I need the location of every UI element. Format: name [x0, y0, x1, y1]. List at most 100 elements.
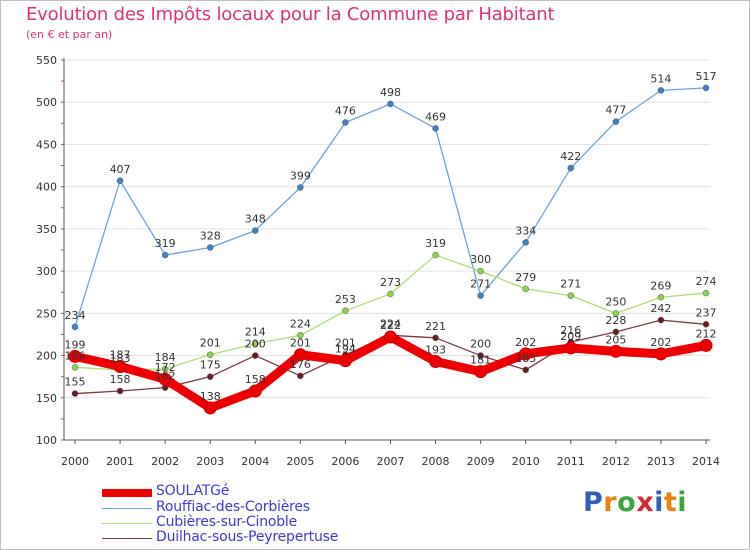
chart-subtitle: (en € et par an): [26, 28, 113, 41]
y-tick-label: 550: [36, 54, 57, 67]
data-label: 193: [425, 343, 446, 356]
data-label: 199: [65, 338, 86, 351]
data-point: [297, 372, 304, 380]
legend-label: Cubières-sur-Cinoble: [156, 514, 298, 530]
data-label: 279: [515, 271, 536, 284]
data-point: [71, 323, 79, 331]
data-point: [567, 164, 575, 172]
x-tick-label: 2006: [331, 455, 359, 468]
data-label: 209: [560, 330, 581, 343]
data-point: [657, 294, 665, 301]
x-tick-label: 2013: [647, 455, 675, 468]
data-label: 234: [65, 309, 86, 322]
data-point: [612, 118, 620, 125]
data-label: 514: [650, 72, 671, 85]
x-tick-label: 2010: [512, 455, 540, 468]
data-point: [342, 119, 349, 126]
data-point: [338, 354, 352, 368]
data-point: [387, 100, 394, 108]
data-point: [654, 347, 668, 361]
data-point: [567, 292, 575, 299]
data-point: [432, 125, 439, 132]
data-label: 407: [110, 163, 131, 176]
x-tick-label: 2012: [602, 455, 630, 468]
data-label: 205: [605, 333, 626, 346]
data-point: [116, 387, 124, 395]
data-point: [252, 352, 259, 359]
data-label: 201: [290, 337, 311, 350]
data-label: 224: [380, 317, 401, 330]
data-point: [387, 290, 394, 298]
data-point: [161, 251, 169, 259]
data-point: [474, 365, 488, 379]
data-point: [657, 87, 665, 94]
logo-letter: x: [636, 487, 655, 518]
legend-swatch-rouffiac: [102, 508, 152, 509]
data-label: 273: [380, 276, 401, 289]
x-tick-label: 2009: [467, 455, 495, 468]
data-label: 274: [696, 275, 717, 288]
data-point: [71, 364, 79, 371]
data-point: [384, 330, 397, 344]
data-label: 183: [515, 352, 536, 365]
data-point: [522, 366, 529, 374]
x-tick-label: 2003: [196, 455, 224, 468]
data-point: [206, 244, 214, 251]
data-point: [161, 365, 169, 373]
data-point: [297, 184, 304, 191]
y-tick-label: 100: [36, 434, 57, 447]
data-label: 269: [650, 279, 671, 292]
data-point: [158, 372, 172, 386]
data-label: 334: [515, 224, 536, 237]
data-point: [116, 177, 124, 185]
data-point: [612, 328, 620, 336]
logo-letter: i: [677, 487, 688, 518]
data-label: 187: [110, 349, 131, 362]
data-point: [609, 344, 623, 358]
data-label: 242: [650, 302, 671, 315]
data-label: 498: [380, 86, 401, 99]
data-point: [342, 307, 349, 315]
data-point: [702, 84, 710, 92]
logo-letter: r: [603, 487, 618, 518]
legend-swatch-cubieres: [102, 523, 152, 524]
data-point: [203, 401, 217, 415]
data-point: [702, 321, 710, 328]
data-label: 469: [425, 110, 446, 123]
data-label: 176: [290, 358, 311, 371]
data-label: 250: [605, 295, 626, 308]
data-label: 228: [605, 314, 626, 327]
data-point: [429, 354, 443, 368]
x-tick-label: 2002: [151, 455, 179, 468]
data-point: [432, 334, 439, 342]
chart-title: Evolution des Impôts locaux pour la Comm…: [26, 4, 555, 25]
legend-label: Rouffiac-des-Corbières: [156, 499, 310, 515]
data-label: 221: [425, 320, 446, 333]
legend-label: Duilhac-sous-Peyrepertuse: [156, 529, 339, 545]
data-point: [477, 267, 484, 275]
legend-swatch-duilhac: [102, 538, 152, 539]
data-label: 237: [696, 306, 717, 319]
y-tick-label: 350: [36, 223, 57, 236]
data-label: 253: [335, 293, 356, 306]
data-label: 271: [560, 278, 581, 291]
data-label: 172: [155, 361, 176, 374]
logo-letter: o: [617, 487, 637, 518]
data-point: [252, 227, 259, 234]
data-point: [252, 340, 259, 347]
data-point: [293, 348, 307, 362]
legend-label: SOULATGé: [156, 483, 230, 499]
x-tick-label: 2005: [286, 455, 314, 468]
data-point: [519, 347, 533, 361]
y-tick-label: 450: [36, 138, 57, 151]
x-tick-label: 2011: [557, 455, 585, 468]
data-label: 194: [335, 343, 356, 356]
x-tick-label: 2001: [106, 455, 134, 468]
data-label: 158: [245, 373, 266, 386]
data-point: [71, 390, 79, 397]
data-label: 422: [560, 150, 581, 163]
data-label: 319: [155, 237, 176, 250]
legend-swatch-soulatge: [102, 489, 152, 497]
